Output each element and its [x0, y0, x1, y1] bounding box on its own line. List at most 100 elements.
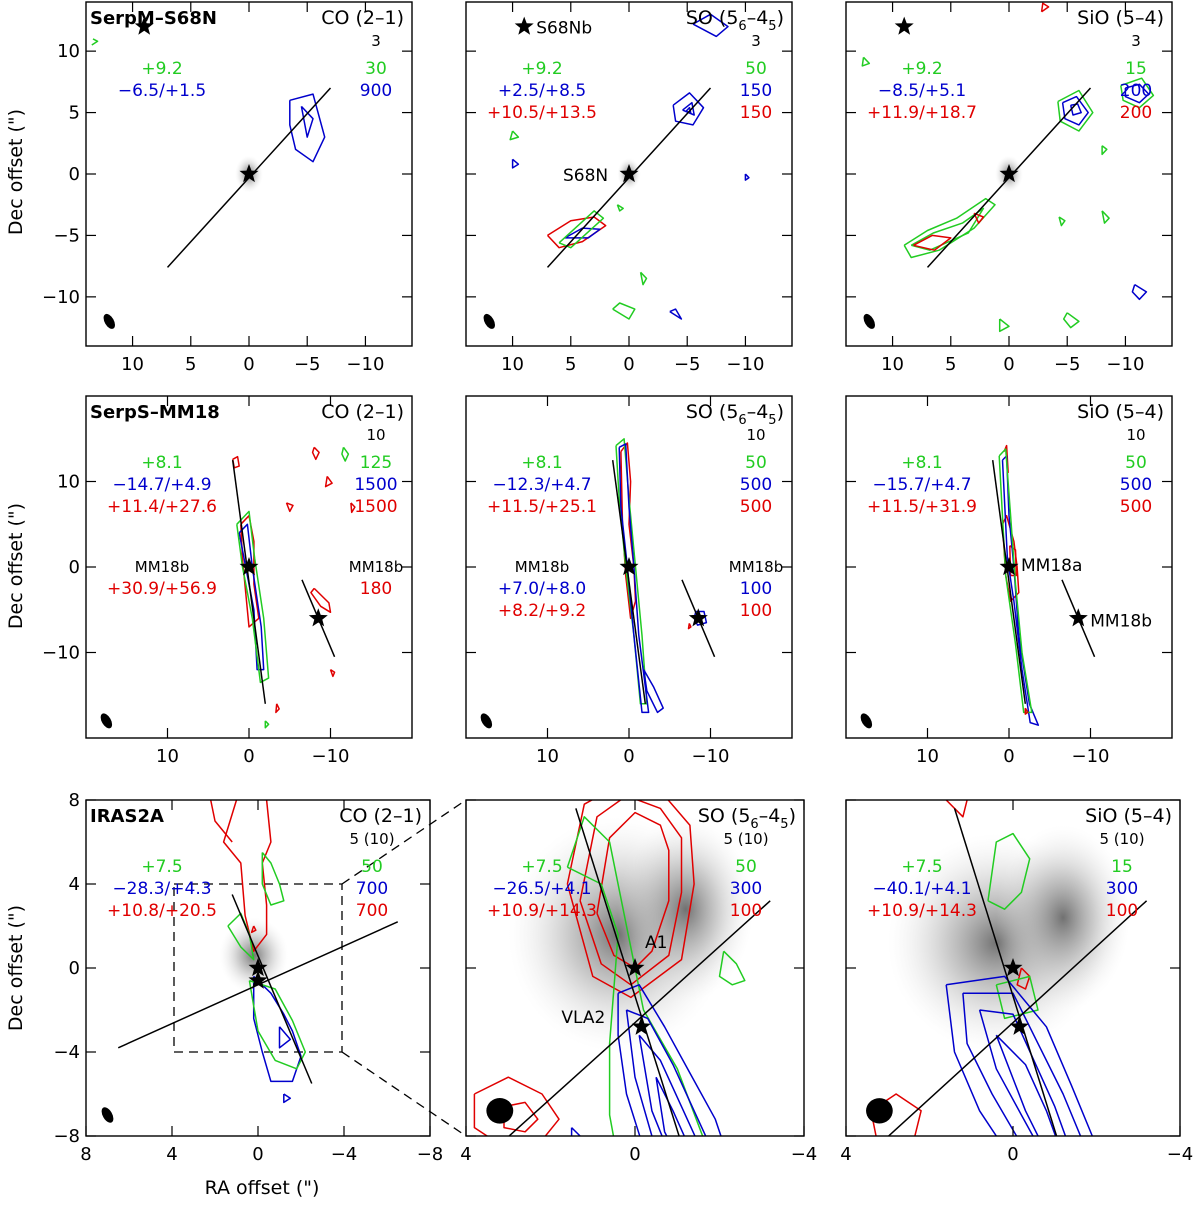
y-tick-label: 8: [69, 790, 80, 811]
secondary-level-blue: 100: [740, 579, 772, 599]
contour-blue: [744, 173, 750, 181]
x-tick-label: 8: [80, 1144, 91, 1165]
contour-red: [1040, 2, 1050, 13]
velocity-blue: −6.5/+1.5: [118, 81, 206, 101]
panel-s68n-co: 10 5 0 −5 −10 10 5 0 −5 −10 SerpM–S68N CO (2–1) 3 309…: [42, 1, 413, 375]
contour-red: [285, 502, 294, 513]
protostar-marker: [999, 557, 1019, 576]
contour-blue: [283, 1093, 292, 1104]
protostar-marker: [1003, 958, 1023, 977]
x-tick-label: 10: [881, 354, 904, 375]
outflow-axis-line: [953, 808, 1058, 1136]
rms-value: 3: [1131, 32, 1141, 50]
contour-green: [91, 38, 99, 46]
x-tick-label: −10: [726, 354, 764, 375]
velocity-green: +9.2: [521, 59, 562, 79]
contour-red: [209, 800, 233, 843]
line-label-sub: 6: [738, 19, 746, 34]
protostar-marker: [894, 16, 914, 35]
level-blue: 300: [730, 879, 762, 899]
velocity-blue: −14.7/+4.9: [112, 475, 211, 495]
level-red: 100: [1106, 901, 1138, 921]
beam-ellipse: [101, 1107, 114, 1123]
zoom-box: [173, 883, 343, 1053]
contour-blue: [655, 1076, 686, 1136]
plot-area: [100, 446, 356, 729]
contour-red: [566, 800, 695, 999]
contour-green: [616, 204, 624, 212]
line-label: SiO (5–4): [1077, 7, 1164, 29]
x-tick-label: 0: [623, 746, 634, 767]
y-tick-label: −10: [42, 287, 80, 308]
protostar-marker: [1009, 1016, 1029, 1035]
line-label-close: ): [777, 401, 784, 423]
rms-value: 3: [751, 32, 761, 50]
contour-blue: [1131, 283, 1148, 301]
contour-red: [973, 212, 985, 224]
velocity-red: +11.5/+25.1: [487, 497, 597, 517]
contour-green: [341, 446, 350, 462]
x-tick-label: 10: [121, 354, 144, 375]
level-green: 15: [1125, 59, 1147, 79]
velocity-red: +10.9/+14.3: [487, 901, 597, 921]
velocity-blue: −8.5/+5.1: [878, 81, 966, 101]
outflow-axis-line: [611, 460, 647, 704]
x-tick-label: 0: [623, 354, 634, 375]
line-label: CO (2–1): [321, 7, 404, 29]
x-tick-label: 0: [1007, 1144, 1018, 1165]
x-tick-label: −5: [674, 354, 701, 375]
level-red: 700: [356, 901, 388, 921]
contour-green: [639, 271, 648, 286]
contour-red: [250, 925, 257, 934]
level-blue: 500: [740, 475, 772, 495]
protostar-marker: [248, 970, 268, 989]
protostar-marker: [999, 164, 1019, 183]
velocity-blue: −26.5/+4.1: [492, 879, 591, 899]
line-label-dash: –: [747, 401, 757, 423]
contour-green: [1058, 216, 1066, 227]
protostar-marker: [688, 608, 708, 627]
y-axis-label-row2: Dec offset ("): [5, 503, 27, 629]
line-label-close: ): [777, 7, 784, 29]
contour-green: [910, 207, 985, 251]
secondary-level-red: 180: [360, 579, 392, 599]
beam-ellipse: [100, 713, 113, 729]
velocity-blue: −12.3/+4.7: [492, 475, 591, 495]
level-red: 1500: [354, 497, 397, 517]
contour-blue: [1061, 95, 1089, 126]
plot-area: MM18a MM18b: [860, 444, 1152, 729]
secondary-velocity-black: MM18b: [135, 558, 190, 576]
secondary-velocity-blue: +7.0/+8.0: [498, 579, 586, 599]
plot-area: A1 VLA2: [473, 800, 771, 1136]
contour-green: [718, 950, 746, 986]
line-label-sub2: 5: [768, 19, 776, 34]
star-label: VLA2: [561, 1008, 605, 1028]
beam-ellipse: [863, 313, 875, 329]
line-label-main2: 4: [768, 805, 780, 827]
y-tick-label: −8: [53, 1126, 80, 1147]
velocity-green: +7.5: [141, 857, 182, 877]
line-label-close: ): [789, 805, 796, 827]
line-label-main: SO (5: [686, 7, 739, 29]
x-tick-label: 10: [156, 746, 179, 767]
velocity-green: +9.2: [901, 59, 942, 79]
secondary-velocity-red: +8.2/+9.2: [498, 601, 586, 621]
contour-green: [998, 448, 1033, 714]
level-green: 50: [1125, 453, 1147, 473]
velocity-green: +8.1: [521, 453, 562, 473]
velocity-green: +8.1: [901, 453, 942, 473]
protostar-marker: [134, 16, 154, 35]
velocity-blue: −40.1/+4.1: [872, 879, 971, 899]
plot-area: [861, 2, 1155, 333]
contour-blue: [978, 1009, 1067, 1136]
velocity-red: +10.5/+13.5: [487, 103, 597, 123]
beam-ellipse: [860, 713, 873, 729]
line-label: CO (2–1): [339, 805, 422, 827]
protostar-marker: [631, 1016, 651, 1035]
plot-area: [91, 16, 332, 329]
contour-red: [687, 623, 692, 630]
contour-red: [503, 1101, 539, 1133]
velocity-green: +8.1: [141, 453, 182, 473]
